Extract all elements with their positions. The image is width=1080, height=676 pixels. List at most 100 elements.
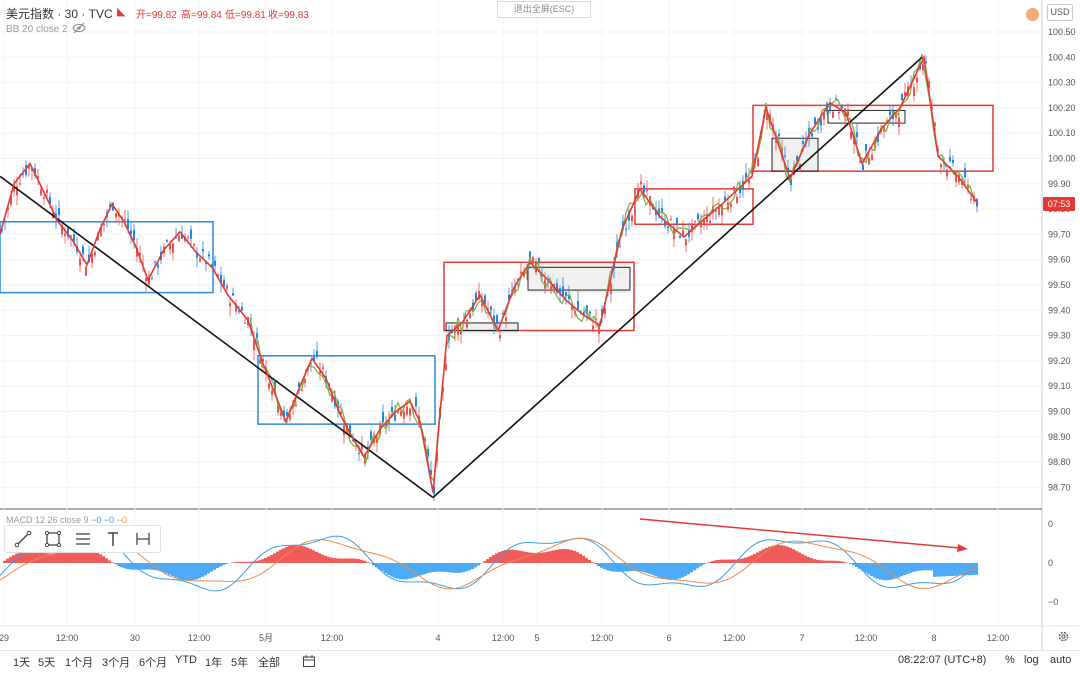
macd-hist-bar — [309, 549, 312, 563]
macd-hist-bar — [507, 550, 510, 563]
ohlc-high: 高=99.84 — [181, 6, 222, 21]
macd-hist-bar — [795, 551, 798, 563]
price-tick-label: 99.10 — [1048, 381, 1071, 391]
macd-hist-bar — [606, 563, 609, 570]
macd-hist-bar — [315, 552, 318, 563]
candle-body — [679, 236, 681, 238]
percent-toggle[interactable]: % — [1005, 654, 1015, 666]
candle-body — [232, 293, 234, 295]
macd-hist-bar — [207, 563, 210, 574]
macd-hist-bar — [327, 557, 330, 563]
candle-body — [157, 264, 159, 267]
log-toggle[interactable]: log — [1024, 654, 1039, 666]
macd-hist-bar — [882, 563, 885, 580]
bb-indicator-label[interactable]: BB 20 close 2 — [6, 24, 68, 35]
candle-body — [172, 243, 174, 253]
price-tick-label: 98.90 — [1048, 432, 1071, 442]
macd-hist-bar — [291, 545, 294, 563]
text-lines-icon[interactable] — [71, 528, 95, 550]
candle-body — [505, 317, 507, 321]
range-button-1[interactable]: 5天 — [38, 654, 55, 670]
exit-fullscreen-button[interactable]: 退出全屏(ESC) — [497, 1, 591, 18]
macd-hist-bar — [624, 563, 627, 571]
candle-body — [445, 364, 447, 370]
macd-hist-bar — [702, 563, 705, 565]
range-button-5[interactable]: YTD — [175, 654, 197, 666]
macd-hist-bar — [267, 557, 270, 563]
range-button-3[interactable]: 3个月 — [102, 654, 130, 670]
calendar-icon[interactable] — [302, 654, 316, 671]
green-price-line — [250, 54, 974, 481]
macd-hist-bar — [318, 553, 321, 563]
candle-body — [730, 204, 732, 207]
candle-body — [19, 183, 21, 184]
trendline-icon[interactable] — [11, 528, 35, 550]
macd-hist-bar — [645, 563, 648, 573]
macd-hist-bar — [573, 551, 576, 563]
macd-hist-bar — [162, 563, 165, 572]
chart-canvas[interactable]: 100.50100.40100.30100.20100.10100.0099.9… — [0, 0, 1080, 650]
price-tick-label: 100.30 — [1048, 78, 1076, 88]
range-button-8[interactable]: 全部 — [258, 654, 280, 670]
time-tick-label: 29 — [0, 633, 9, 643]
range-button-4[interactable]: 6个月 — [139, 654, 167, 670]
macd-hist-bar — [45, 553, 48, 563]
macd-hist-bar — [540, 553, 543, 563]
price-tick-label: 100.00 — [1048, 154, 1076, 164]
settings-gear-icon[interactable] — [1057, 630, 1070, 646]
clock-readout[interactable]: 08:22:07 (UTC+8) — [898, 654, 986, 666]
macd-hist-bar — [864, 563, 867, 573]
eye-icon[interactable] — [72, 22, 86, 37]
price-tick-label: 99.40 — [1048, 305, 1071, 315]
range-button-2[interactable]: 1个月 — [65, 654, 93, 670]
candle-body — [940, 164, 942, 167]
range-button-6[interactable]: 1年 — [205, 654, 222, 670]
candle-body — [871, 155, 873, 161]
candle-body — [124, 219, 126, 220]
macd-hist-bar — [843, 562, 846, 563]
auto-toggle[interactable]: auto — [1050, 654, 1071, 666]
macd-hist-bar — [747, 557, 750, 563]
macd-hist-bar — [570, 550, 573, 563]
candle-body — [226, 286, 228, 289]
bb-line — [250, 54, 974, 481]
macd-label: MACD 12 26 close 9 −0 −0 −0 — [6, 515, 127, 525]
macd-hist-bar — [903, 563, 906, 575]
macd-hist-bar — [339, 558, 342, 563]
macd-hist-bar — [6, 559, 9, 563]
time-tick-label: 12:00 — [56, 633, 79, 643]
macd-hist-bar — [690, 563, 693, 572]
macd-hist-bar — [396, 563, 399, 579]
text-icon[interactable] — [101, 528, 125, 550]
macd-hist-bar — [312, 550, 315, 563]
macd-hist-bar — [840, 561, 843, 563]
candle-body — [40, 190, 42, 196]
measure-icon[interactable] — [131, 528, 155, 550]
currency-badge[interactable]: USD — [1047, 4, 1073, 21]
range-button-0[interactable]: 1天 — [13, 654, 30, 670]
macd-hist-bar — [951, 563, 954, 576]
macd-hist-bar — [711, 561, 714, 563]
time-tick-label: 12:00 — [492, 633, 515, 643]
macd-hist-bar — [780, 545, 783, 563]
macd-hist-bar — [360, 560, 363, 563]
candle-body — [685, 239, 687, 245]
macd-hist-bar — [465, 563, 468, 571]
macd-hist-bar — [429, 563, 432, 573]
macd-hist-bar — [822, 561, 825, 563]
macd-hist-bar — [519, 551, 522, 563]
candle-body — [82, 246, 84, 253]
candle-body — [193, 244, 195, 246]
macd-hist-bar — [543, 552, 546, 563]
candle-body — [625, 229, 627, 231]
range-button-7[interactable]: 5年 — [231, 654, 248, 670]
rectangle-icon[interactable] — [41, 528, 65, 550]
macd-hist-bar — [336, 558, 339, 563]
candle-body — [64, 234, 66, 236]
macd-hist-bar — [585, 558, 588, 563]
candle-body — [466, 320, 468, 328]
macd-hist-bar — [660, 563, 663, 578]
price-tick-label: 98.80 — [1048, 457, 1071, 467]
range-boxes — [0, 105, 993, 424]
macd-hist-bar — [876, 563, 879, 579]
